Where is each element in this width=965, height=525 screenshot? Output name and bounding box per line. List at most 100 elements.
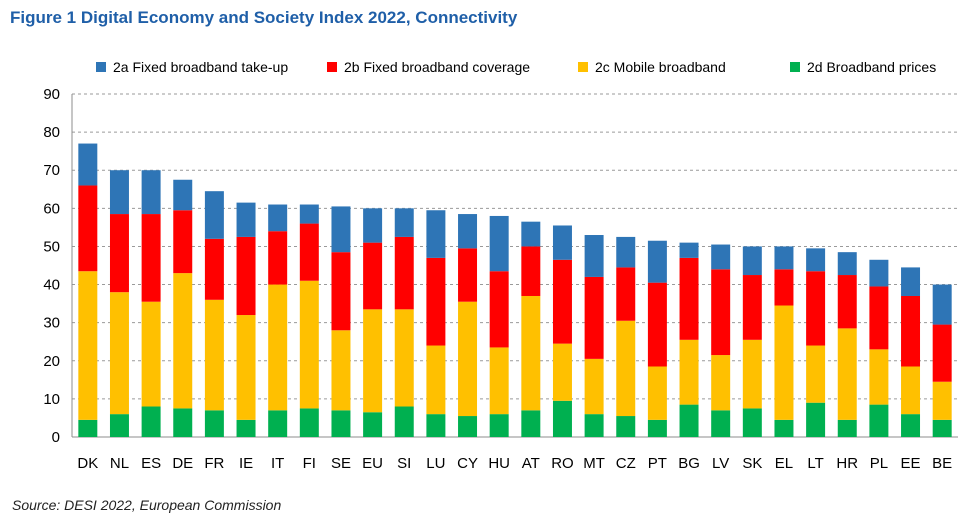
bar-segment-be-0 [932, 419, 952, 437]
bar-segment-se-1 [331, 330, 351, 411]
bar-segment-hr-1 [837, 328, 857, 420]
bar-segment-se-3 [331, 206, 351, 253]
bar-segment-es-1 [141, 301, 161, 407]
bar-segment-it-0 [268, 410, 288, 437]
x-tick-label: CZ [616, 455, 636, 472]
bar-segment-hu-0 [489, 414, 509, 437]
bar-segment-fr-0 [204, 410, 224, 437]
y-tick-label: 0 [52, 429, 60, 446]
bar-segment-de-0 [173, 408, 193, 437]
bar-segment-be-3 [932, 284, 952, 325]
bar-segment-at-2 [521, 246, 541, 296]
x-tick-label: EU [362, 455, 383, 472]
bar-segment-cz-1 [616, 320, 636, 417]
x-tick-label: RO [551, 455, 574, 472]
x-tick-label: SI [397, 455, 411, 472]
bar-segment-si-1 [394, 309, 414, 407]
bar-segment-eu-1 [363, 309, 383, 413]
legend-swatch [327, 62, 337, 72]
y-tick-label: 20 [43, 353, 60, 370]
bar-segment-es-3 [141, 170, 161, 215]
bar-segment-ee-3 [901, 267, 921, 296]
bar-segment-eu-2 [363, 242, 383, 310]
bar-segment-fi-1 [299, 280, 319, 409]
bar-segment-cy-2 [458, 248, 478, 302]
bar-segment-ee-1 [901, 366, 921, 415]
x-tick-label: IT [271, 455, 284, 472]
x-tick-label: EL [775, 455, 793, 472]
bar-segment-fr-2 [204, 238, 224, 300]
x-tick-label: IE [239, 455, 253, 472]
bar-segment-be-1 [932, 381, 952, 420]
bar-segment-si-2 [394, 236, 414, 310]
bar-segment-sk-1 [742, 339, 762, 409]
bar-segment-dk-1 [78, 271, 98, 420]
bar-segment-fi-0 [299, 408, 319, 437]
bar-segment-ee-0 [901, 414, 921, 437]
bar-segment-lu-2 [426, 257, 446, 346]
x-tick-label: FR [204, 455, 224, 472]
x-tick-label: HU [488, 455, 510, 472]
legend-swatch [790, 62, 800, 72]
bar-segment-ro-2 [552, 259, 572, 344]
x-tick-label: EE [901, 455, 921, 472]
x-tick-label: DE [172, 455, 193, 472]
bar-segment-ie-2 [236, 236, 256, 316]
legend-label: 2d Broadband prices [807, 59, 936, 75]
x-tick-label: BG [678, 455, 700, 472]
bar-segment-ro-0 [552, 400, 572, 437]
x-tick-label: CY [457, 455, 478, 472]
bar-segment-el-0 [774, 419, 794, 437]
y-tick-label: 40 [43, 277, 60, 294]
bar-segment-lt-2 [806, 271, 826, 346]
bar-segment-lt-1 [806, 345, 826, 403]
x-tick-label: NL [110, 455, 129, 472]
bar-segment-bg-2 [679, 257, 699, 340]
legend: 2a Fixed broadband take-up 2b Fixed broad… [96, 59, 936, 75]
bar-segment-lt-0 [806, 402, 826, 437]
bar-segment-el-3 [774, 246, 794, 270]
bar-segment-cy-1 [458, 301, 478, 417]
bar-segment-hr-0 [837, 419, 857, 437]
x-tick-label: HR [836, 455, 858, 472]
bar-segment-eu-0 [363, 412, 383, 437]
bar-segment-si-0 [394, 406, 414, 437]
bar-segment-pt-1 [647, 366, 667, 420]
bar-segment-mt-1 [584, 358, 604, 415]
y-tick-label: 30 [43, 315, 60, 332]
x-tick-label: PT [648, 455, 667, 472]
bar-segment-hu-2 [489, 271, 509, 348]
legend-label: 2c Mobile broadband [595, 59, 726, 75]
bar-segment-fr-1 [204, 299, 224, 411]
bar-segment-ie-1 [236, 315, 256, 420]
bar-segment-hr-3 [837, 252, 857, 276]
bar-segment-de-2 [173, 210, 193, 274]
bar-segment-el-1 [774, 305, 794, 420]
bar-segment-nl-2 [109, 214, 129, 293]
bar-segment-hu-1 [489, 347, 509, 415]
bar-segment-lu-1 [426, 345, 446, 415]
bar-segment-nl-0 [109, 414, 129, 437]
bar-segment-at-0 [521, 410, 541, 437]
bar-segment-pt-2 [647, 282, 667, 367]
x-tick-label: DK [77, 455, 98, 472]
y-tick-label: 70 [43, 162, 60, 179]
x-tick-label: LU [426, 455, 445, 472]
bar-segment-si-3 [394, 208, 414, 237]
bar-segment-lv-1 [711, 355, 731, 411]
bar-segment-it-3 [268, 204, 288, 232]
bar-segment-ie-0 [236, 419, 256, 437]
y-tick-label: 80 [43, 124, 60, 141]
x-tick-label: SK [742, 455, 762, 472]
legend-label: 2b Fixed broadband coverage [344, 59, 530, 75]
bar-segment-ro-1 [552, 343, 572, 401]
bar-segment-de-1 [173, 273, 193, 409]
bar-segment-pt-0 [647, 419, 667, 437]
y-tick-label: 60 [43, 200, 60, 217]
bar-segment-bg-1 [679, 339, 699, 405]
bar-segment-it-1 [268, 284, 288, 411]
bar-segment-pl-0 [869, 404, 889, 437]
bar-segment-lv-3 [711, 244, 731, 270]
x-tick-label: BE [932, 455, 952, 472]
